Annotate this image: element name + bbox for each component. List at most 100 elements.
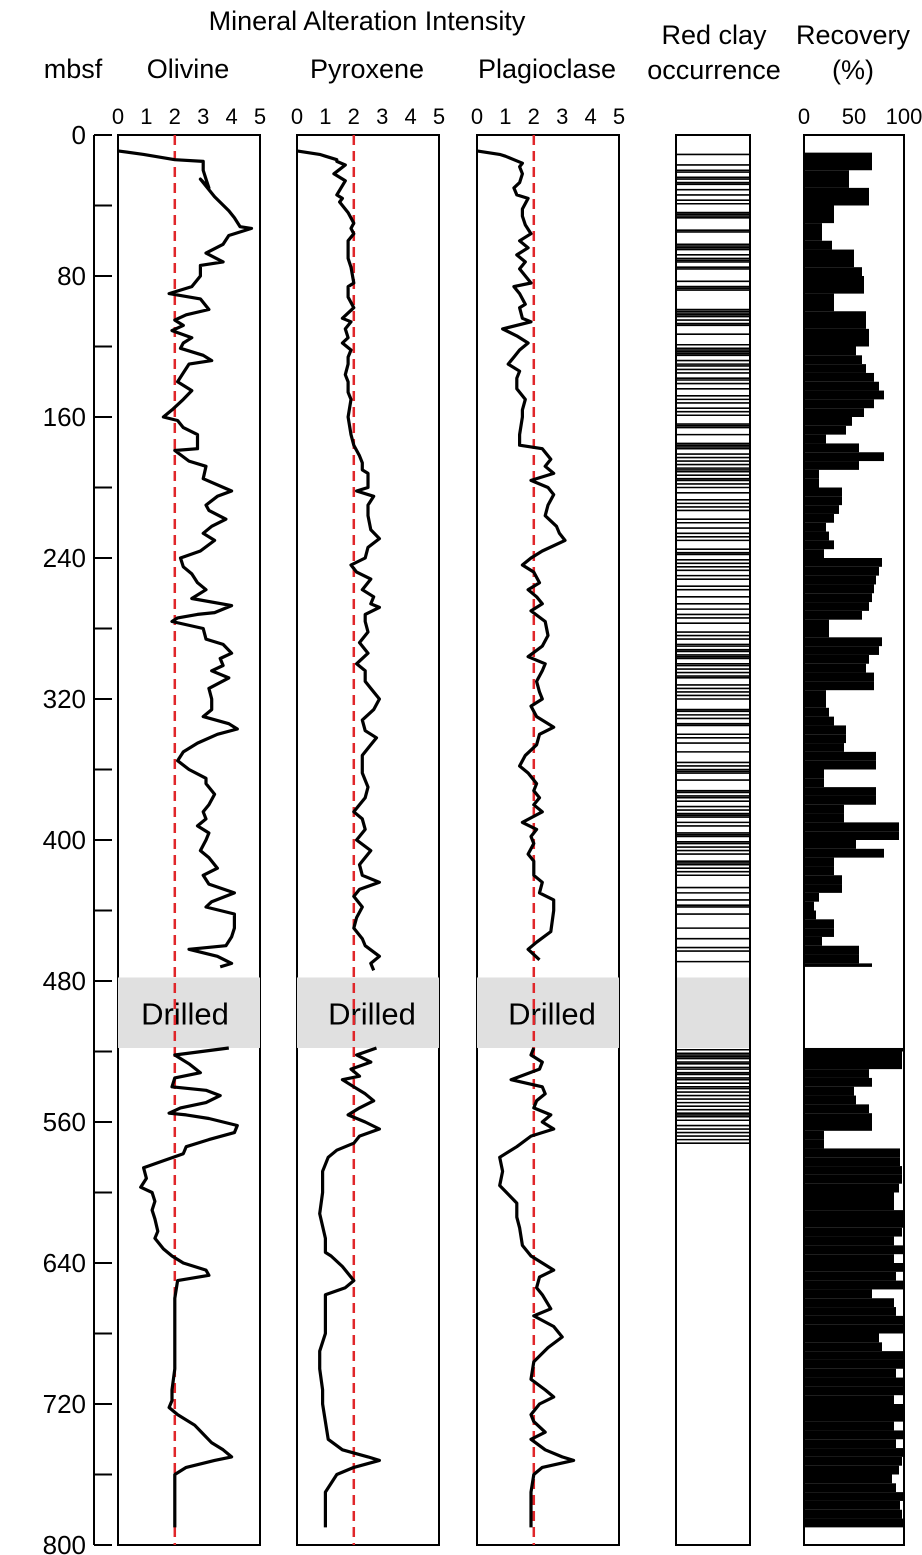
intensity-tick-label: 2	[528, 104, 540, 129]
recovery-bar	[804, 628, 829, 638]
recovery-bar	[804, 1139, 824, 1149]
intensity-tick-label: 5	[254, 104, 266, 129]
recovery-bar	[804, 1289, 872, 1299]
intensity-tick-label: 4	[225, 104, 237, 129]
recovery-bar	[804, 1113, 872, 1122]
recovery-bar	[804, 1404, 904, 1422]
intensity-tick-label: 4	[404, 104, 416, 129]
recovery-tick-label: 0	[798, 104, 810, 129]
recovery-tick-label: 50	[842, 104, 866, 129]
recovery-bar	[804, 734, 846, 744]
recovery-bar	[804, 919, 834, 929]
recovery-bar	[804, 1483, 896, 1493]
recovery-bar	[804, 1333, 879, 1343]
panel-title-olivine: Olivine	[147, 54, 230, 84]
recovery-bar	[804, 566, 879, 576]
recovery-bar	[804, 954, 859, 964]
recovery-panel: 0 50 100	[798, 104, 922, 1546]
recovery-bar	[804, 760, 876, 770]
recovery-bar	[804, 1500, 900, 1510]
drilled-interval-band	[118, 977, 260, 1048]
recovery-bar	[804, 716, 834, 726]
recovery-bar	[804, 1386, 904, 1396]
recovery-title-line2: (%)	[832, 55, 874, 85]
recovery-bar	[804, 892, 819, 902]
recovery-bar	[804, 1351, 904, 1360]
depth-axis: 0 80 160 240 320 400 480 560 640 720 800	[43, 120, 112, 1555]
panel-olivine: 0 1 2 3 4 5 Drilled	[112, 104, 266, 1546]
recovery-bar	[804, 1210, 904, 1228]
recovery-bar	[804, 364, 866, 373]
panel-frame	[296, 134, 440, 1546]
depth-tick-label: 320	[43, 684, 86, 714]
recovery-bar	[804, 602, 869, 611]
recovery-bar	[804, 1465, 899, 1475]
intensity-tick-label: 1	[499, 104, 511, 129]
recovery-bar	[804, 1095, 856, 1105]
recovery-bar	[804, 434, 826, 444]
recovery-bar	[804, 496, 842, 506]
recovery-bar	[804, 936, 822, 946]
panel-title-pyroxene: Pyroxene	[310, 54, 424, 84]
recovery-bar	[804, 1077, 872, 1087]
recovery-bar	[804, 743, 844, 752]
recovery-bar	[804, 1359, 904, 1369]
recovery-bar	[804, 417, 852, 426]
recovery-bar	[804, 1086, 854, 1096]
recovery-bar	[804, 1192, 894, 1211]
recovery-bar	[804, 1421, 894, 1431]
intensity-tick-label: 1	[140, 104, 152, 129]
recovery-bar	[804, 1315, 904, 1325]
recovery-bar	[804, 461, 859, 470]
recovery-bar	[804, 205, 834, 224]
depth-tick-label: 720	[43, 1389, 86, 1419]
red-clay-panel	[675, 134, 751, 1546]
recovery-bar	[804, 840, 856, 849]
recovery-bar	[804, 513, 834, 523]
recovery-bar	[804, 795, 876, 805]
recovery-bar	[804, 1051, 902, 1070]
recovery-bar	[804, 646, 879, 655]
recovery-bar	[804, 1474, 892, 1484]
depth-tick-label: 160	[43, 402, 86, 432]
recovery-bar	[804, 240, 832, 250]
red-clay-frame	[675, 134, 751, 1546]
recovery-bar	[804, 187, 869, 206]
recovery-bar	[804, 558, 882, 567]
recovery-bar	[804, 540, 834, 550]
recovery-bar	[804, 884, 842, 893]
recovery-bar	[804, 610, 862, 620]
recovery-bar	[804, 522, 826, 532]
recovery-bar	[804, 170, 849, 188]
recovery-bar	[804, 249, 854, 268]
recovery-bar	[804, 1122, 872, 1131]
intensity-tick-label: 4	[584, 104, 596, 129]
recovery-bar	[804, 769, 824, 779]
recovery-bar	[804, 707, 829, 717]
alteration-curve-plagioclase-upper	[476, 149, 567, 961]
red-clay-title-line1: Red clay	[661, 20, 767, 50]
recovery-bar	[804, 751, 876, 761]
intensity-tick-label: 0	[291, 104, 303, 129]
recovery-bar	[804, 1148, 900, 1158]
recovery-bar	[804, 1104, 869, 1114]
recovery-bar	[804, 408, 864, 417]
intensity-tick-label: 2	[348, 104, 360, 129]
drilled-interval-band	[477, 977, 619, 1048]
drilled-label: Drilled	[328, 997, 416, 1032]
recovery-bar	[804, 928, 834, 937]
recovery-bar	[804, 831, 899, 840]
recovery-bar	[804, 813, 844, 823]
recovery-bar	[804, 505, 839, 514]
recovery-bar	[804, 425, 846, 435]
recovery-bar	[804, 355, 862, 365]
recovery-bar	[804, 910, 816, 920]
recovery-bar	[804, 1342, 882, 1352]
recovery-bar	[804, 1254, 894, 1263]
recovery-bar	[804, 1245, 904, 1255]
panel-pyroxene: 0 1 2 3 4 5 Drilled	[291, 104, 445, 1546]
recovery-bar	[804, 1174, 902, 1184]
recovery-bar	[804, 963, 872, 967]
panel-plagioclase: 0 1 2 3 4 5 Drilled	[471, 104, 625, 1546]
